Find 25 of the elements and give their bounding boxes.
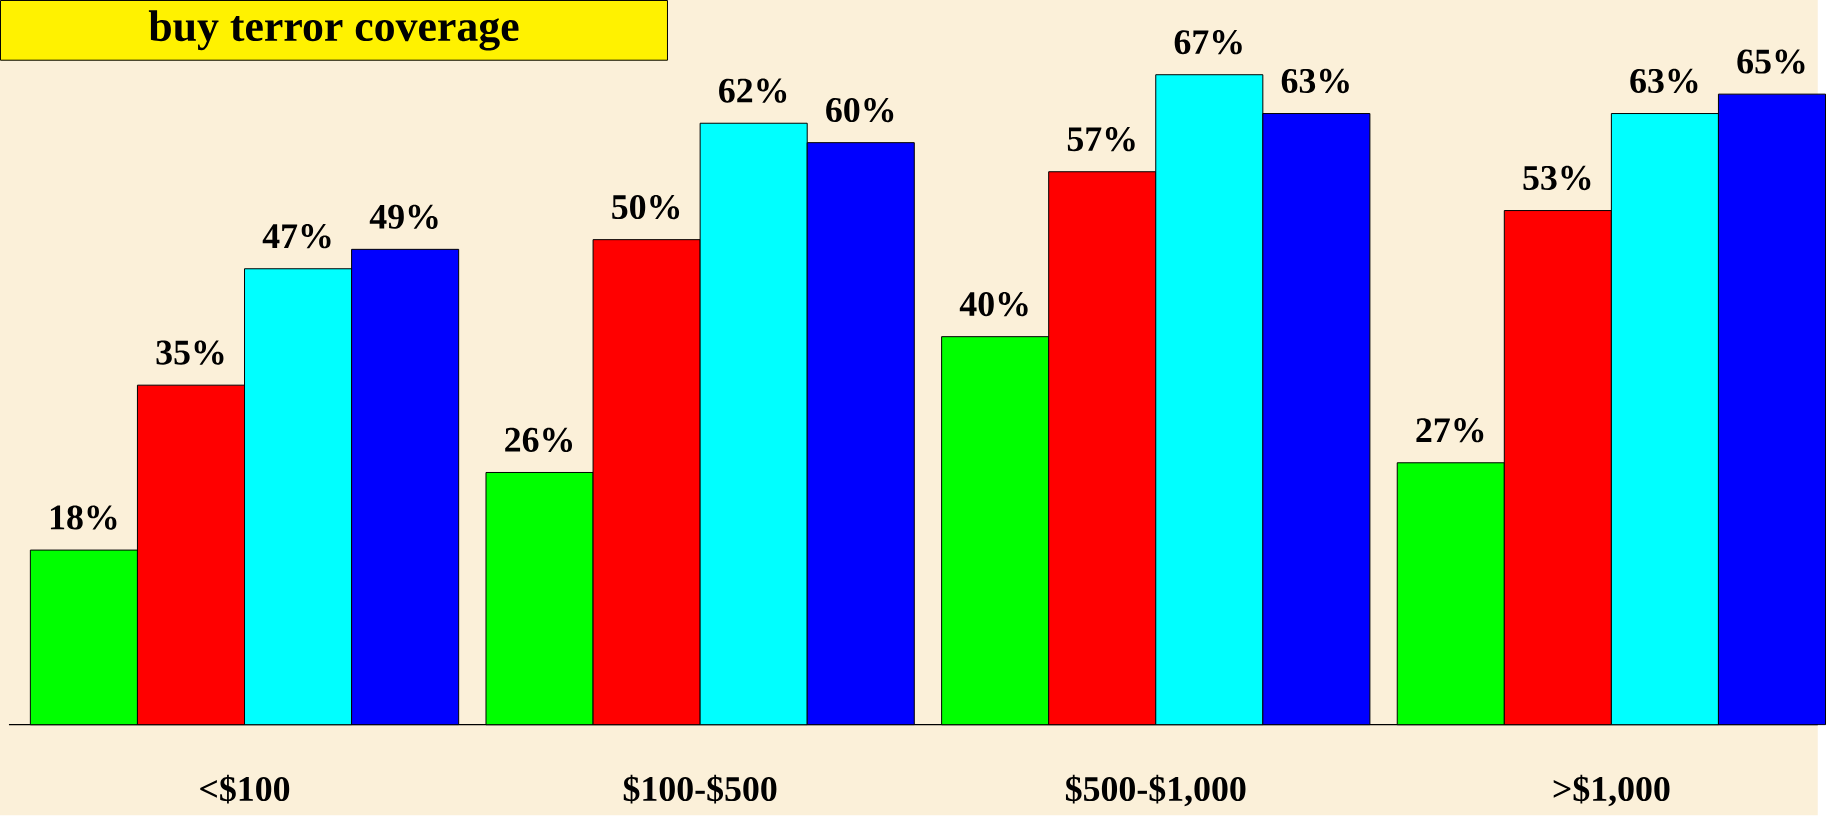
data-label: 49% — [369, 204, 438, 229]
data-label: 18% — [50, 505, 117, 530]
x-tick-label: $100-$500 — [623, 774, 777, 804]
x-tick-label: >$1,000 — [1553, 774, 1670, 807]
data-label: 57% — [1067, 126, 1135, 152]
bar — [351, 249, 459, 725]
bar — [807, 142, 915, 725]
data-label: 35% — [156, 340, 224, 365]
data-label: 53% — [1523, 165, 1591, 191]
data-label: 63% — [1281, 68, 1349, 93]
bar — [1717, 93, 1826, 726]
data-label: 65% — [1737, 49, 1805, 74]
data-label: 27% — [1416, 417, 1484, 443]
chart-title: buy terror coverage — [148, 10, 519, 51]
x-tick-label: <$100 — [200, 774, 290, 804]
data-label: 60% — [826, 97, 894, 123]
x-tick-label: $500-$1,000 — [1065, 774, 1246, 807]
data-label: 50% — [612, 194, 680, 220]
bar — [1262, 113, 1370, 725]
data-label: 63% — [1630, 68, 1698, 93]
data-label: 62% — [719, 78, 787, 103]
data-label: 47% — [262, 223, 331, 249]
data-label: 67% — [1174, 29, 1242, 55]
data-label: 40% — [959, 291, 1028, 317]
data-label: 26% — [505, 427, 573, 452]
